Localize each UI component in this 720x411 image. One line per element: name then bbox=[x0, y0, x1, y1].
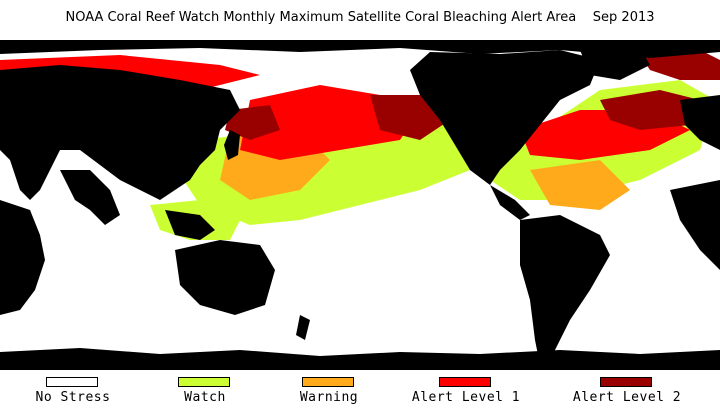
land-arabia-india bbox=[60, 170, 120, 225]
land-japan bbox=[224, 130, 240, 160]
land-arctic bbox=[0, 40, 720, 58]
land bbox=[0, 40, 720, 370]
world-map bbox=[0, 40, 720, 370]
legend-item-alert-level-1: Alert Level 1 bbox=[401, 375, 531, 409]
legend-item-watch: Watch bbox=[140, 375, 270, 409]
land-eurasia bbox=[0, 65, 240, 200]
land-indonesia bbox=[165, 210, 215, 240]
warning-caribbean bbox=[530, 160, 630, 210]
legend-swatch bbox=[302, 377, 354, 387]
legend-swatch bbox=[600, 377, 652, 387]
legend-item-no-stress: No Stress bbox=[8, 375, 138, 409]
land-africa-east bbox=[670, 180, 720, 270]
land-europe-east bbox=[680, 95, 720, 150]
land-north-america bbox=[410, 50, 600, 185]
legend-item-alert-level-2: Alert Level 2 bbox=[562, 375, 692, 409]
page-title: NOAA Coral Reef Watch Monthly Maximum Sa… bbox=[65, 10, 655, 25]
legend-item-warning: Warning bbox=[264, 375, 394, 409]
legend-label: Watch bbox=[184, 390, 226, 405]
legend-swatch bbox=[178, 377, 230, 387]
land-greenland bbox=[580, 48, 650, 80]
legend-swatch bbox=[439, 377, 491, 387]
alert2-japan-sea bbox=[225, 105, 280, 140]
alert2-arctic bbox=[640, 50, 720, 80]
land-antarctica bbox=[0, 348, 720, 370]
land-africa bbox=[0, 200, 45, 315]
legend-label: Warning bbox=[299, 390, 359, 405]
legend-swatch bbox=[46, 377, 98, 387]
land-south-america bbox=[520, 215, 610, 365]
alert2-north-atlantic bbox=[600, 90, 700, 130]
legend-label: Alert Level 1 bbox=[411, 390, 521, 405]
legend-label: Alert Level 2 bbox=[572, 390, 682, 405]
legend-label: No Stress bbox=[35, 390, 111, 405]
land-australia bbox=[175, 240, 275, 315]
land-central-america bbox=[490, 185, 530, 220]
land-new-zealand bbox=[296, 315, 310, 340]
